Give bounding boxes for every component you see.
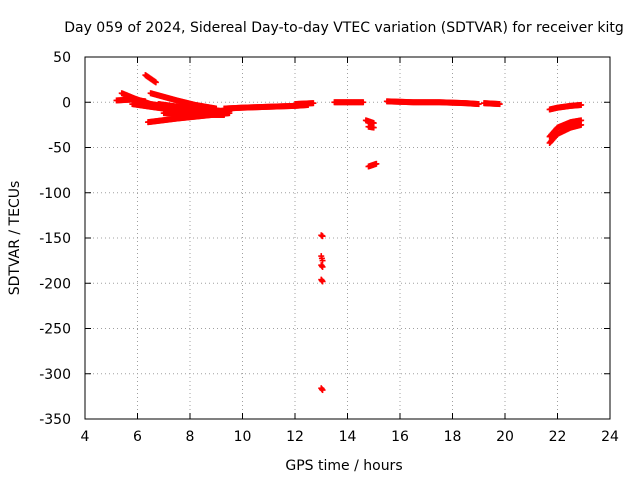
- y-tick-label: -100: [39, 186, 71, 202]
- x-axis-title: GPS time / hours: [285, 458, 402, 474]
- data-point: [319, 257, 326, 264]
- data-point: [496, 101, 503, 108]
- x-tick-label: 14: [339, 429, 357, 445]
- data-points: [113, 72, 585, 394]
- data-point: [319, 278, 326, 285]
- axis-ticks: 4 6 8 10 12 14 16 18 20 22 24 50 0 -50 -100 -150 -200 -25…: [39, 50, 619, 445]
- data-point: [221, 111, 228, 118]
- x-tick-label: 10: [234, 429, 252, 445]
- x-tick-label: 22: [549, 429, 567, 445]
- y-tick-label: -250: [39, 322, 71, 338]
- chart-title: Day 059 of 2024, Sidereal Day-to-day VTE…: [64, 20, 624, 36]
- data-point: [152, 79, 159, 86]
- data-point: [360, 99, 367, 106]
- x-tick-label: 18: [444, 429, 462, 445]
- x-tick-label: 4: [81, 429, 90, 445]
- y-tick-label: -50: [48, 141, 71, 157]
- y-tick-label: 0: [62, 95, 71, 111]
- data-point: [319, 233, 326, 240]
- y-tick-label: 50: [53, 50, 71, 66]
- x-tick-label: 8: [186, 429, 195, 445]
- y-axis-title: SDTVAR / TECUs: [7, 181, 23, 296]
- x-tick-label: 24: [601, 429, 619, 445]
- data-point: [310, 100, 317, 107]
- y-tick-label: -200: [39, 276, 71, 292]
- data-point: [578, 101, 585, 108]
- data-point: [319, 387, 326, 394]
- data-point: [373, 160, 380, 167]
- x-tick-label: 6: [133, 429, 142, 445]
- data-point: [578, 121, 585, 128]
- x-tick-label: 16: [391, 429, 409, 445]
- x-tick-label: 12: [286, 429, 304, 445]
- data-point: [319, 263, 326, 270]
- y-tick-label: -350: [39, 412, 71, 428]
- data-point: [475, 101, 482, 108]
- y-tick-label: -150: [39, 231, 71, 247]
- data-point: [370, 124, 377, 131]
- y-tick-label: -300: [39, 367, 71, 383]
- x-tick-label: 20: [496, 429, 514, 445]
